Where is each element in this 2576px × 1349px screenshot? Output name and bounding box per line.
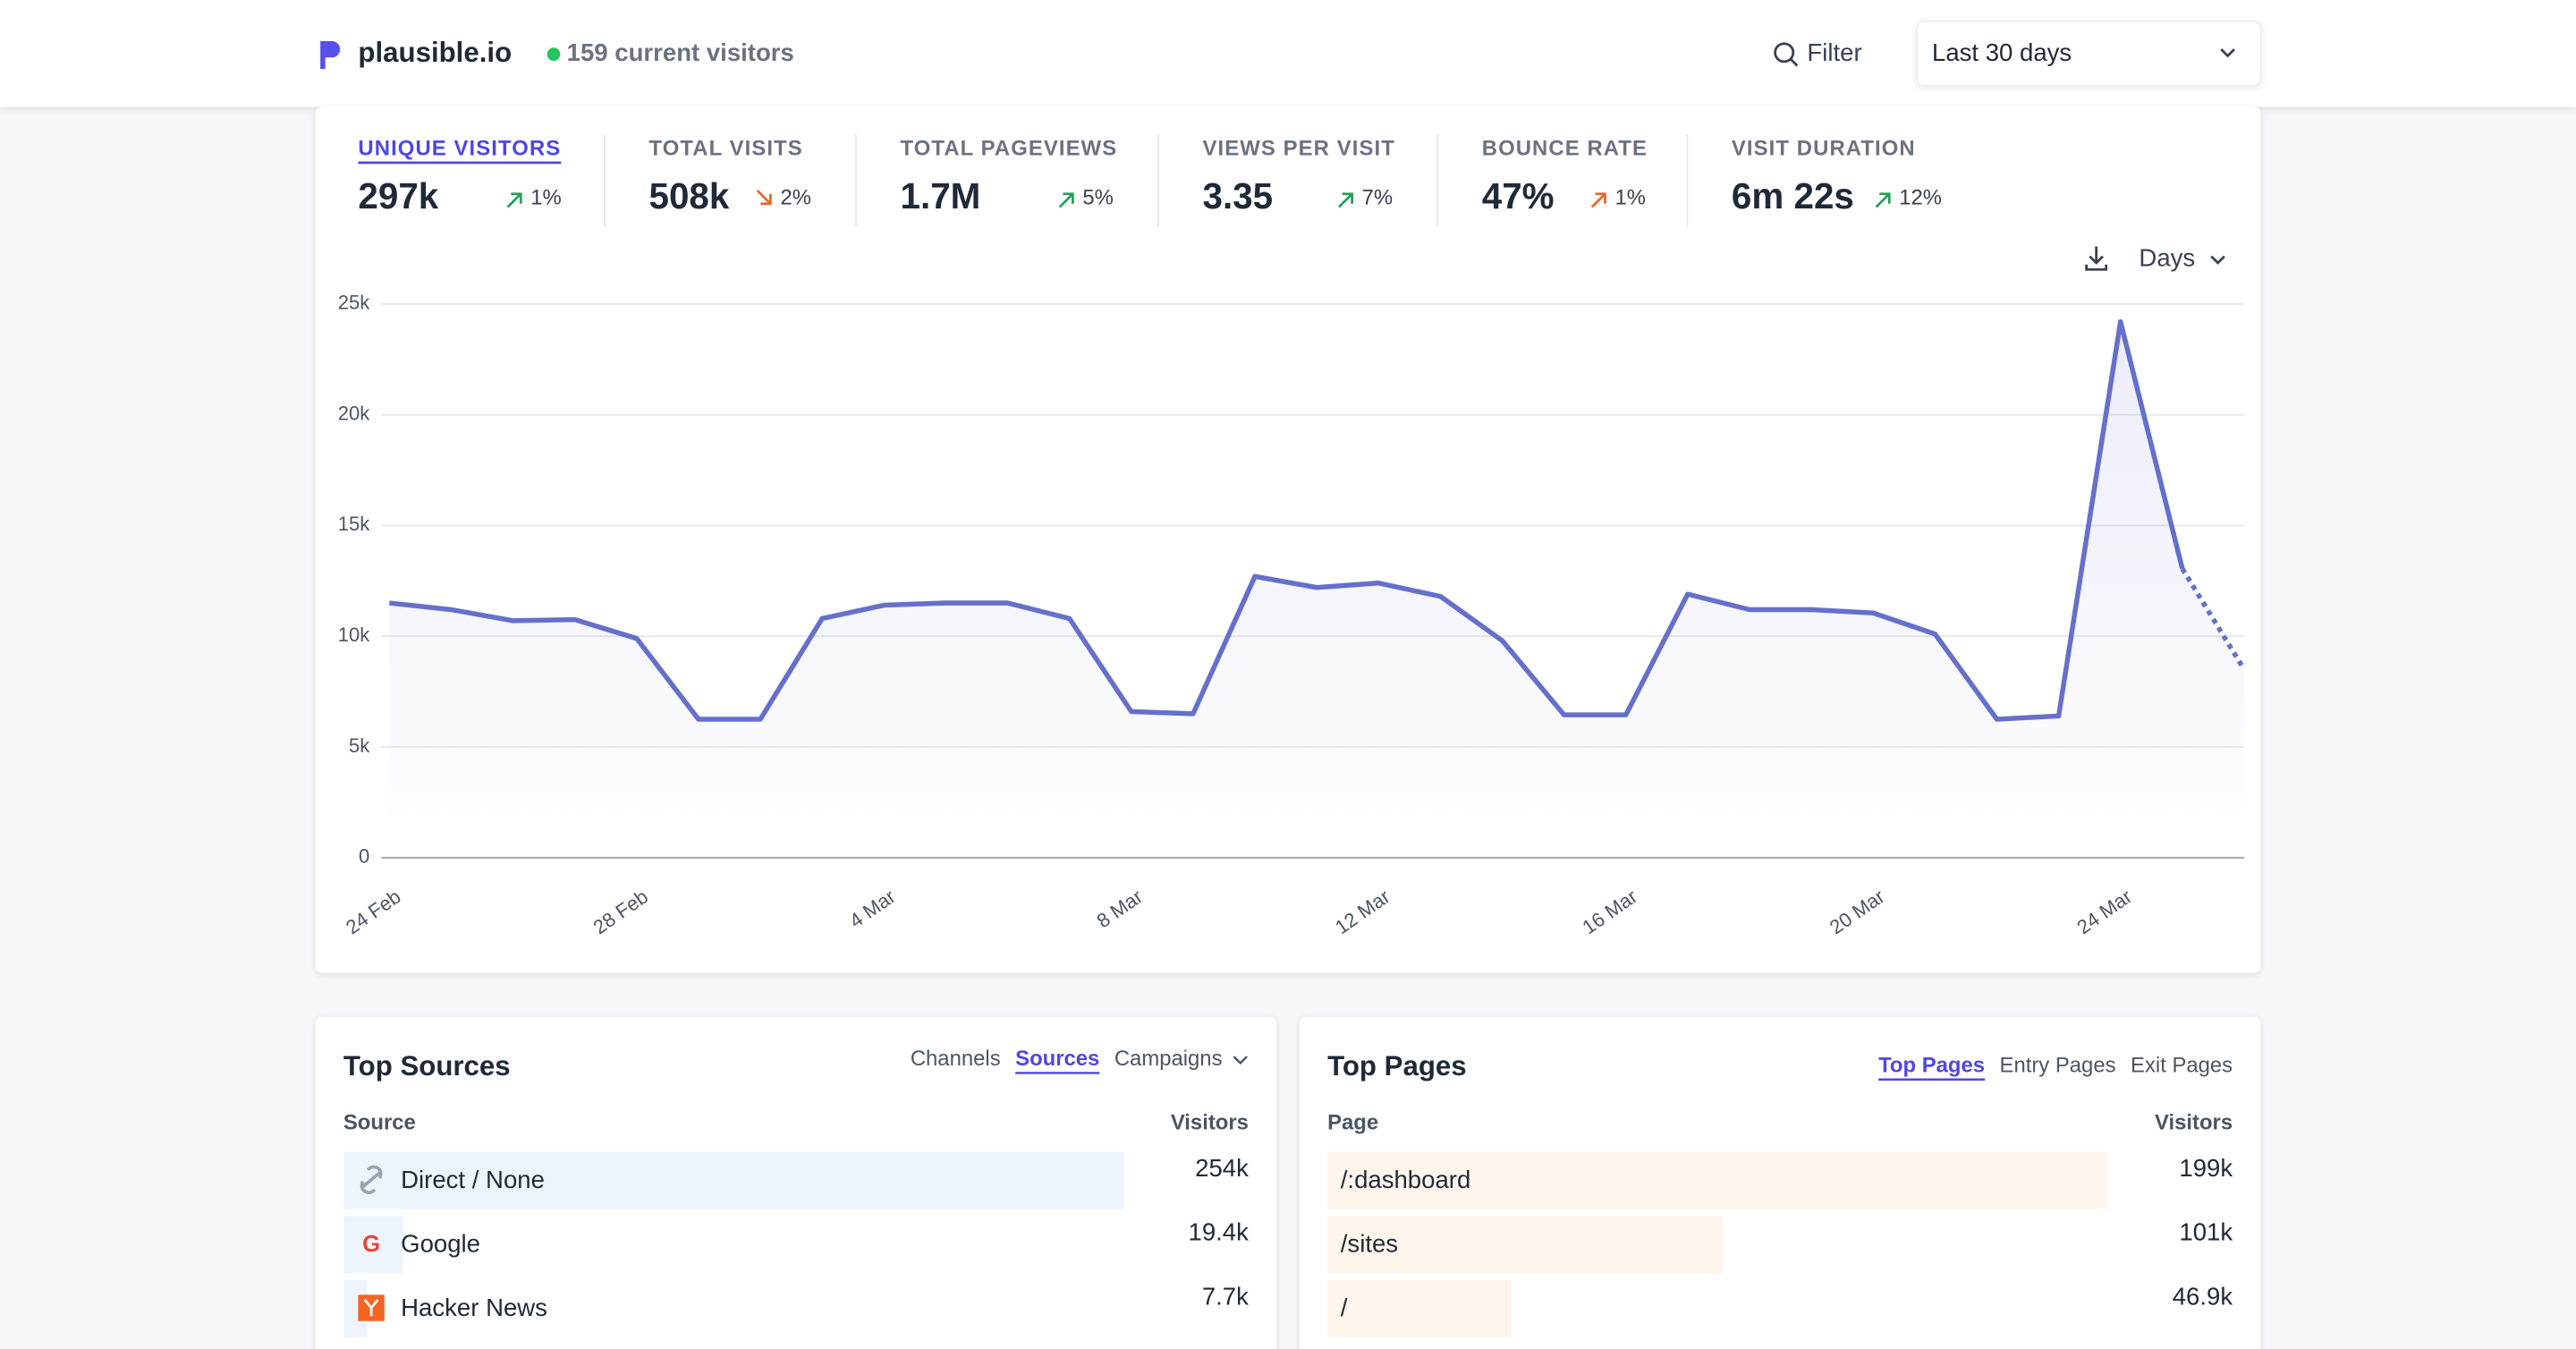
download-icon[interactable] bbox=[2085, 246, 2108, 271]
y-tick-label: 5k bbox=[349, 734, 370, 757]
row-label[interactable]: Hacker News bbox=[401, 1294, 547, 1321]
row-label[interactable]: /sites bbox=[1341, 1230, 1398, 1258]
row-value: 7.7k bbox=[1202, 1282, 1249, 1310]
y-tick-label: 25k bbox=[338, 292, 371, 314]
row-label[interactable]: / bbox=[1341, 1294, 1348, 1321]
column-header: Page bbox=[1327, 1111, 1378, 1135]
tab[interactable]: Exit Pages bbox=[2131, 1053, 2233, 1077]
tab[interactable]: Campaigns bbox=[1114, 1047, 1223, 1071]
chevron bbox=[2210, 255, 2225, 265]
row-bar bbox=[343, 1216, 403, 1274]
metric-value: 1.7M bbox=[901, 175, 981, 216]
card-title: Top Pages bbox=[1327, 1050, 1467, 1082]
tab[interactable]: Entry Pages bbox=[2000, 1053, 2116, 1077]
tab[interactable]: Top Pages bbox=[1878, 1053, 1985, 1077]
row-label[interactable]: /:dashboard bbox=[1341, 1166, 1471, 1193]
row-bar bbox=[1327, 1216, 1724, 1274]
trend-arrow bbox=[1590, 192, 1606, 208]
link-icon bbox=[360, 1165, 383, 1194]
metric-label[interactable]: UNIQUE VISITORS bbox=[358, 136, 561, 160]
hn-icon bbox=[363, 1299, 379, 1317]
trend-arrow bbox=[1058, 192, 1074, 208]
site-name[interactable]: plausible.io bbox=[358, 37, 512, 68]
column-header: Visitors bbox=[1171, 1111, 1249, 1135]
metric-value: 508k bbox=[649, 175, 730, 216]
metric-label[interactable]: TOTAL PAGEVIEWS bbox=[901, 136, 1118, 160]
google-icon: G bbox=[362, 1232, 380, 1257]
metric-change: 7% bbox=[1362, 186, 1393, 210]
period-label[interactable]: Last 30 days bbox=[1932, 38, 2072, 66]
row-bar bbox=[1327, 1151, 2108, 1209]
metric-label[interactable]: VISIT DURATION bbox=[1732, 136, 1916, 160]
row-value: 19.4k bbox=[1189, 1218, 1250, 1246]
chevron bbox=[1233, 1056, 1248, 1065]
interval-select[interactable]: Days bbox=[2139, 244, 2195, 272]
search-icon bbox=[1790, 58, 1799, 67]
tab[interactable]: Channels bbox=[911, 1047, 1001, 1071]
line bbox=[389, 318, 2185, 722]
row-bar bbox=[1327, 1279, 1512, 1338]
row-label[interactable]: Google bbox=[401, 1230, 480, 1258]
trend-arrow bbox=[506, 192, 522, 208]
search-icon bbox=[1774, 42, 1795, 64]
trend-arrow bbox=[756, 190, 772, 206]
filter-button[interactable]: Filter bbox=[1807, 38, 1861, 66]
period-select[interactable] bbox=[1916, 20, 2262, 87]
metric-change: 5% bbox=[1082, 186, 1113, 210]
y-tick-label: 20k bbox=[338, 402, 371, 424]
metric-change: 1% bbox=[530, 186, 561, 210]
live-dot bbox=[547, 47, 561, 61]
y-tick-label: 10k bbox=[338, 624, 371, 646]
metric-value: 3.35 bbox=[1202, 175, 1273, 216]
metric-change: 1% bbox=[1615, 186, 1646, 210]
row-value: 254k bbox=[1195, 1154, 1249, 1182]
card-title: Top Sources bbox=[343, 1050, 511, 1082]
row-value: 101k bbox=[2179, 1218, 2233, 1246]
chevron bbox=[2220, 48, 2235, 58]
tab[interactable]: Sources bbox=[1015, 1047, 1099, 1071]
metric-label[interactable]: TOTAL VISITS bbox=[649, 136, 803, 160]
column-header: Visitors bbox=[2155, 1111, 2233, 1135]
y-tick-label: 15k bbox=[338, 513, 371, 535]
metric-value: 297k bbox=[358, 175, 438, 216]
row-value: 46.9k bbox=[2173, 1282, 2233, 1310]
metric-label[interactable]: VIEWS PER VISIT bbox=[1202, 136, 1394, 160]
current-visitors[interactable]: 159 current visitors bbox=[567, 38, 794, 66]
trend-arrow bbox=[1337, 192, 1354, 208]
row-bar bbox=[343, 1151, 1124, 1209]
trend-arrow bbox=[1875, 192, 1891, 208]
row-label[interactable]: Direct / None bbox=[401, 1166, 545, 1193]
metric-value: 47% bbox=[1482, 175, 1555, 216]
column-header: Source bbox=[343, 1111, 416, 1135]
y-tick-label: 0 bbox=[359, 845, 369, 868]
metric-label[interactable]: BOUNCE RATE bbox=[1482, 136, 1648, 160]
metric-value: 6m 22s bbox=[1732, 175, 1854, 216]
metric-change: 2% bbox=[780, 186, 810, 210]
row-value: 199k bbox=[2179, 1154, 2233, 1182]
metric-change: 12% bbox=[1899, 186, 1942, 210]
logo bbox=[320, 40, 341, 70]
